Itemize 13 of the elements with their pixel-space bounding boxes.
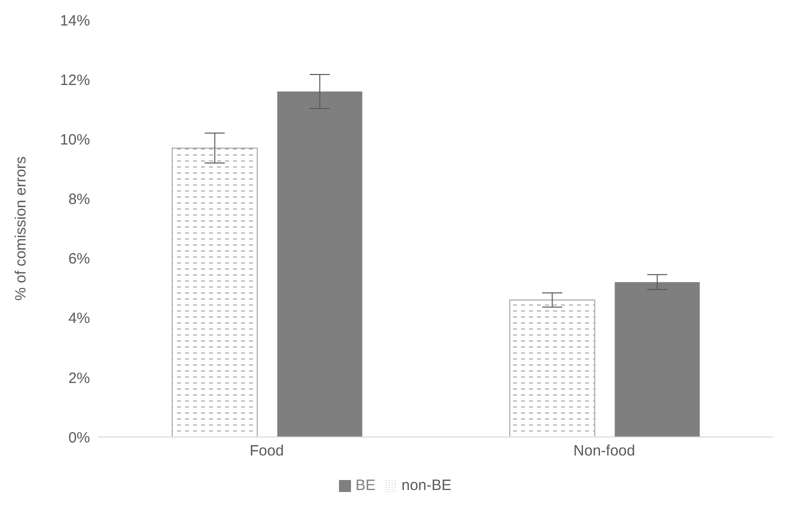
x-tick-label: Food [250, 442, 284, 460]
legend-label: non-BE [401, 477, 452, 494]
y-tick-label: 8% [68, 191, 90, 208]
y-axis-title: % of comission errors [12, 156, 30, 301]
y-tick-label: 6% [68, 250, 90, 268]
x-tick-label: Non-food [573, 442, 636, 460]
y-tick-label: 0% [68, 429, 90, 446]
y-tick-label: 4% [68, 310, 90, 328]
y-tick-label: 2% [68, 370, 90, 387]
y-tick-label: 14% [60, 12, 90, 30]
y-tick-label: 12% [60, 72, 90, 89]
legend-label: BE [355, 477, 376, 494]
y-tick-label: 10% [60, 131, 90, 148]
